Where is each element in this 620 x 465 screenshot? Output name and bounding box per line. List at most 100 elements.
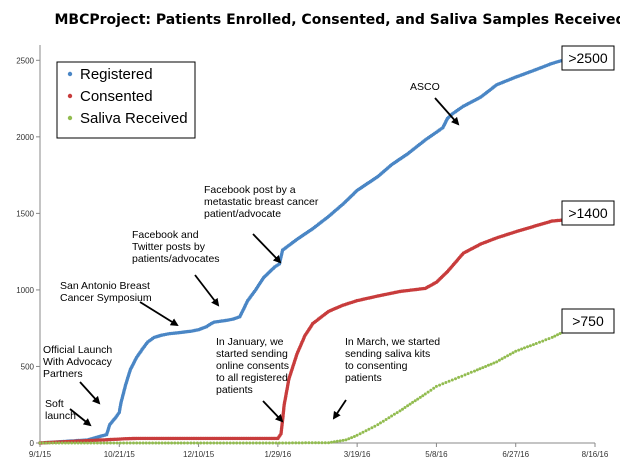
data-point [558, 332, 562, 335]
legend-entry: Consented [80, 88, 153, 105]
data-point [48, 441, 51, 445]
data-point [195, 441, 199, 445]
data-point [370, 426, 374, 430]
data-point [199, 441, 203, 445]
data-point [352, 435, 356, 438]
data-point [478, 367, 482, 371]
data-point [466, 372, 470, 376]
data-point [441, 382, 445, 386]
data-point [531, 343, 535, 347]
data-point [92, 441, 96, 445]
data-point [86, 441, 90, 445]
y-tick-label: 1500 [16, 209, 34, 218]
data-point [330, 440, 333, 444]
data-point [355, 433, 359, 437]
data-point [151, 441, 155, 445]
data-point [413, 399, 417, 403]
data-point [511, 351, 515, 355]
data-point [473, 369, 476, 373]
data-point [277, 441, 281, 445]
annotation-arrow [262, 400, 284, 423]
data-point [367, 427, 371, 431]
data-point [89, 441, 93, 445]
x-tick-label: 8/16/16 [582, 450, 609, 459]
data-point [109, 441, 112, 445]
annotation-arrow [434, 97, 460, 126]
data-point [381, 419, 385, 423]
data-point [517, 348, 521, 352]
data-point [192, 441, 196, 445]
data-point [202, 441, 206, 445]
legend-box [56, 61, 196, 139]
chart-legend: Registered Consented Saliva Received [56, 61, 196, 139]
y-tick-label: 0 [30, 439, 35, 448]
data-point [335, 439, 339, 443]
data-point [264, 441, 268, 445]
data-point [99, 441, 103, 445]
data-point [138, 441, 142, 445]
data-point [460, 374, 464, 378]
data-point [506, 354, 510, 358]
callout-box [561, 308, 615, 334]
data-point [497, 358, 501, 362]
data-point [486, 363, 490, 367]
annotation-text: In January, we [216, 336, 284, 348]
annotation-arrow [79, 381, 101, 405]
data-point [379, 421, 382, 425]
data-point [170, 441, 174, 445]
x-tick-label: 6/27/16 [502, 450, 529, 459]
data-point [238, 441, 242, 445]
data-point [95, 441, 99, 445]
data-point [508, 352, 512, 356]
data-point [344, 438, 348, 442]
data-point [54, 441, 58, 445]
data-point [408, 402, 412, 406]
data-point [323, 441, 327, 445]
chart-callouts: >2500 >1400 >750 [561, 45, 615, 334]
y-tick-label: 2500 [16, 56, 34, 65]
annotation-arrow [194, 274, 220, 307]
annotation-text: San Antonio Breast [60, 280, 150, 292]
data-point [287, 441, 291, 445]
x-tick-label: 12/10/15 [183, 450, 215, 459]
data-point [115, 441, 119, 445]
data-point [520, 347, 524, 351]
x-tick-label: 3/19/16 [344, 450, 371, 459]
data-point [347, 437, 351, 441]
data-point [492, 361, 496, 365]
data-point [373, 424, 377, 428]
chart-title: MBCProject: Patients Enrolled, Consented… [54, 12, 620, 28]
data-point [163, 441, 167, 445]
data-point [457, 375, 461, 379]
data-point [261, 441, 265, 445]
y-tick-label: 1000 [16, 286, 34, 295]
data-point [105, 441, 109, 445]
annotation-text: started sending [216, 348, 288, 360]
data-point [429, 388, 433, 392]
series-saliva-received [38, 328, 570, 445]
data-point [526, 345, 529, 349]
data-point [341, 438, 345, 442]
annotation-text: launch [45, 410, 76, 422]
data-point [444, 381, 448, 384]
data-point [541, 339, 545, 343]
data-point [481, 366, 485, 370]
data-point [186, 441, 190, 445]
annotation-text: Twitter posts by [132, 241, 206, 253]
data-point [489, 362, 493, 366]
callout-text: >750 [572, 313, 604, 329]
data-point [338, 439, 342, 443]
data-point [553, 334, 557, 338]
callout-registered-total: >2500 [561, 45, 615, 71]
data-point [173, 441, 177, 445]
data-point [406, 404, 410, 408]
data-point [534, 342, 538, 345]
y-tick-label: 500 [21, 362, 35, 371]
data-point [421, 394, 425, 398]
data-point [475, 368, 479, 372]
annotation-text: In March, we started [345, 336, 440, 348]
data-point [350, 436, 354, 440]
data-point [205, 441, 209, 445]
